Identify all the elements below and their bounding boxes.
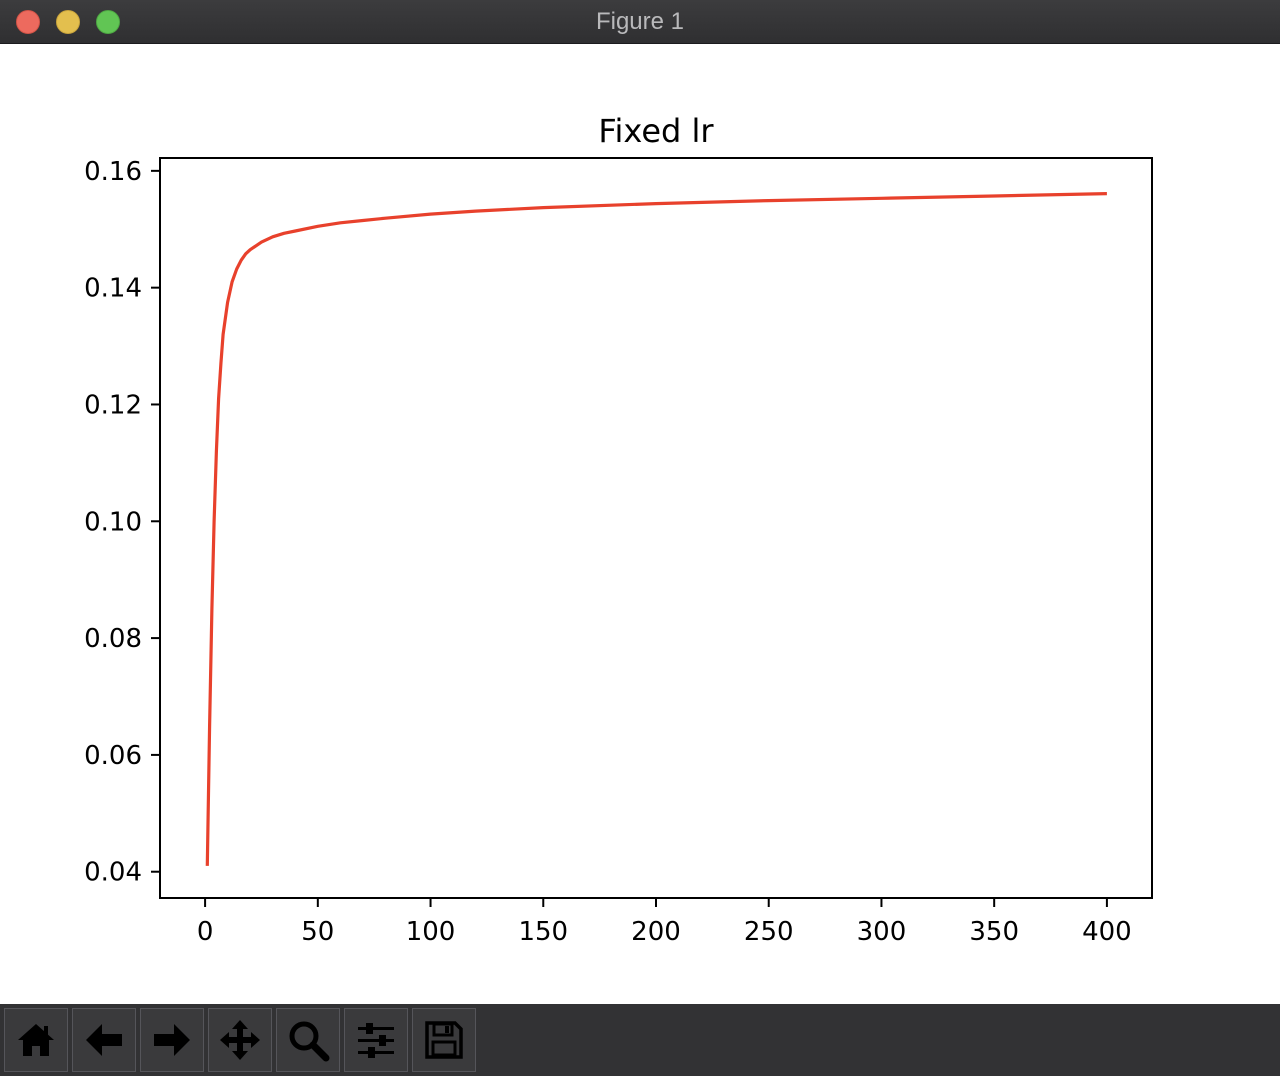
home-icon [18, 1024, 54, 1056]
y-tick-label: 0.10 [84, 507, 142, 537]
back-button[interactable] [72, 1008, 136, 1072]
forward-button[interactable] [140, 1008, 204, 1072]
home-button[interactable] [4, 1008, 68, 1072]
save-button[interactable] [412, 1008, 476, 1072]
x-tick-label: 200 [631, 917, 681, 947]
sliders-icon [358, 1023, 394, 1058]
arrow-left-icon [86, 1024, 122, 1056]
save-icon [425, 1021, 463, 1059]
plot-frame [159, 157, 1153, 899]
x-tick-label: 300 [857, 917, 907, 947]
y-tick-label: 0.14 [84, 274, 142, 304]
minimize-window-button[interactable] [56, 10, 80, 34]
y-axis: 0.04 0.06 0.08 0.10 0.12 0.14 0.16 [84, 157, 160, 888]
pan-button[interactable] [208, 1008, 272, 1072]
x-tick-label: 350 [969, 917, 1019, 947]
figure-canvas[interactable]: Fixed lr 0 50 100 150 200 250 300 350 400 0.04 0.… [0, 44, 1280, 1004]
y-tick-label: 0.12 [84, 390, 142, 420]
window-titlebar: Figure 1 [0, 0, 1280, 44]
line-chart: Fixed lr 0 50 100 150 200 250 300 350 400 0.040.… [84, 112, 1153, 947]
x-tick-label: 150 [518, 917, 568, 947]
window-title: Figure 1 [595, 8, 685, 35]
chart-title: Fixed lr [598, 112, 714, 150]
configure-subplots-button[interactable] [344, 1008, 408, 1072]
y-tick-label: 0.04 [84, 858, 142, 888]
x-tick-label: 0 [197, 917, 214, 947]
close-window-button[interactable] [16, 10, 40, 34]
zoom-button[interactable] [276, 1008, 340, 1072]
series-line [205, 192, 1107, 866]
maximize-window-button[interactable] [96, 10, 120, 34]
x-tick-label: 100 [406, 917, 456, 947]
x-axis: 0 50 100 150 200 250 300 350 400 [197, 898, 1132, 947]
y-tick-label: 0.08 [84, 624, 142, 654]
x-tick-label: 50 [301, 917, 334, 947]
move-icon [220, 1020, 260, 1060]
arrow-right-icon [154, 1024, 190, 1056]
x-tick-label: 250 [744, 917, 794, 947]
x-tick-label: 400 [1082, 917, 1132, 947]
search-icon [289, 1021, 330, 1062]
navigation-toolbar [0, 1004, 1280, 1076]
y-tick-label: 0.06 [84, 741, 142, 771]
y-tick-label: 0.16 [84, 157, 142, 187]
